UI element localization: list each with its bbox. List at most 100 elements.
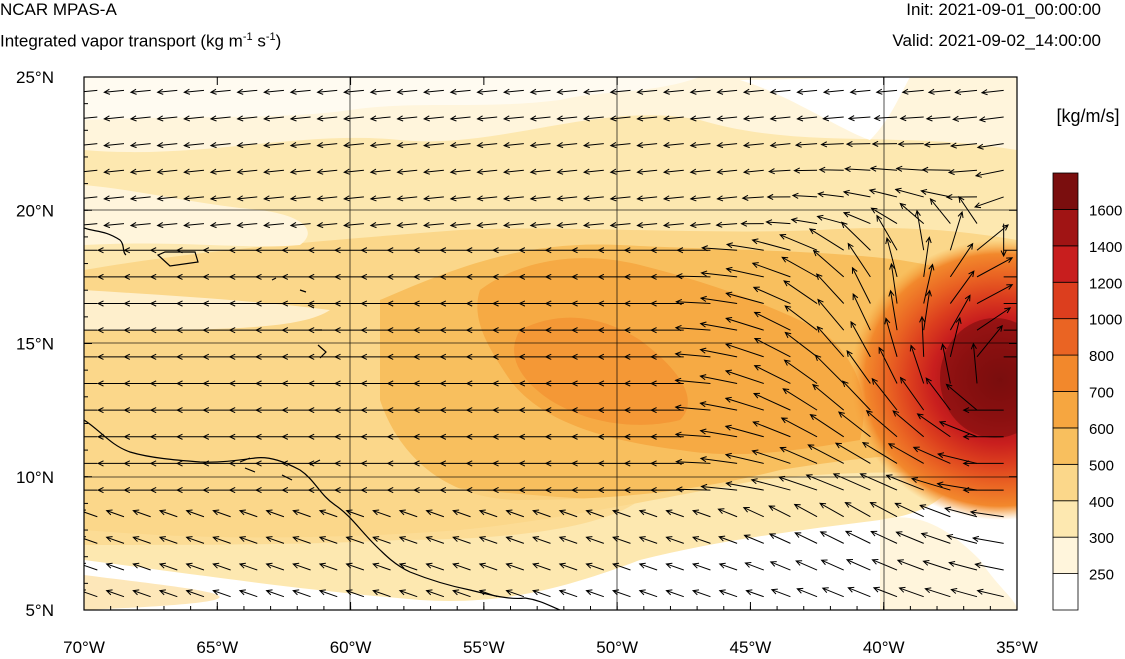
colorbar: 250 300 400 500 600 700 800 1000 1200 1400 1600	[1052, 172, 1122, 611]
ivt-vector	[158, 562, 178, 571]
ivt-vector	[307, 460, 338, 467]
ivt-vector	[870, 207, 898, 225]
colorbar-label: 1000	[1089, 312, 1122, 329]
ivt-vector	[532, 509, 551, 518]
ivt-vector	[962, 433, 1004, 440]
ivt-vector	[691, 536, 711, 544]
ivt-vector	[529, 115, 551, 122]
ivt-vector	[895, 165, 924, 172]
ivt-vector	[582, 115, 604, 122]
colorbar-swatch	[1052, 209, 1079, 247]
ivt-vector	[558, 509, 578, 518]
lon-label: 70°W	[63, 638, 105, 657]
ivt-vector	[343, 195, 364, 202]
ivt-vector	[502, 142, 524, 149]
ivt-vector	[96, 433, 124, 440]
ivt-vector	[978, 116, 1004, 123]
ivt-vector	[478, 562, 498, 571]
ivt-vector	[228, 327, 258, 334]
colorbar-label: 300	[1089, 530, 1114, 547]
ivt-vector	[254, 433, 284, 440]
ivt-vector	[263, 195, 284, 202]
ivt-vector	[899, 202, 925, 224]
ivt-vector	[149, 247, 178, 254]
ivt-vector	[105, 562, 125, 571]
ivt-vector	[753, 311, 791, 331]
ivt-vector	[96, 460, 124, 467]
ivt-vector	[885, 474, 924, 491]
ivt-vector	[254, 487, 284, 494]
ivt-vector	[413, 247, 444, 254]
ivt-vector	[452, 562, 471, 571]
ivt-vector	[691, 589, 711, 598]
ivt-vector	[398, 562, 418, 571]
ivt-vector	[822, 88, 844, 95]
ivt-vector	[452, 509, 471, 518]
ivt-vector	[281, 487, 311, 494]
ivt-vector	[202, 487, 231, 494]
ivt-vector	[807, 444, 844, 464]
ivt-vector	[175, 380, 204, 387]
ivt-vector	[96, 273, 124, 280]
ivt-vector	[814, 354, 845, 384]
ivt-vector	[263, 115, 284, 122]
ivt-vector	[369, 168, 391, 175]
ivt-vector	[228, 300, 258, 307]
colorbar-label: 400	[1089, 494, 1114, 511]
ivt-vector	[202, 327, 231, 334]
ivt-vector	[878, 346, 898, 384]
ivt-vector	[845, 559, 871, 571]
ivt-vector	[345, 509, 365, 518]
colorbar-swatch	[1052, 500, 1079, 538]
ivt-vector	[289, 115, 311, 122]
ivt-vector	[439, 353, 471, 360]
ivt-vector	[202, 353, 231, 360]
ivt-vector	[175, 433, 204, 440]
ivt-vector	[360, 273, 391, 280]
ivt-vector	[413, 327, 444, 334]
ivt-vector	[289, 142, 311, 149]
ivt-vector	[307, 273, 338, 280]
ivt-vector	[922, 559, 951, 571]
ivt-vector	[372, 536, 391, 544]
ivt-vector	[699, 428, 738, 438]
colorbar-label: 500	[1089, 457, 1114, 474]
ivt-vector	[333, 273, 364, 280]
ivt-vector	[950, 587, 978, 598]
ivt-vector	[149, 353, 178, 360]
ivt-vector	[636, 115, 658, 122]
ivt-vector	[650, 300, 684, 307]
ivt-vector	[476, 88, 498, 95]
ivt-vector	[770, 588, 791, 598]
lon-label: 35°W	[996, 638, 1038, 657]
ivt-vector	[413, 273, 444, 280]
ivt-vector	[228, 380, 258, 387]
colorbar-swatch	[1052, 172, 1079, 210]
ivt-vector	[156, 142, 178, 149]
ivt-vector	[952, 115, 978, 122]
ivt-vector	[556, 168, 578, 175]
ivt-vector	[976, 588, 1004, 598]
ivt-vector	[742, 88, 764, 95]
ivt-vector	[476, 221, 498, 229]
ivt-vector	[841, 380, 871, 411]
ivt-vector	[769, 115, 791, 122]
ivt-vector	[123, 380, 151, 387]
ivt-vector	[818, 166, 844, 173]
ivt-vector	[724, 424, 764, 438]
ivt-vector	[281, 460, 311, 467]
ivt-vector	[665, 509, 684, 518]
ivt-vectors	[84, 88, 1017, 598]
ivt-vector	[724, 452, 764, 464]
ivt-vector	[1003, 276, 1017, 278]
lon-label: 50°W	[596, 638, 638, 657]
lat-label: 20°N	[16, 201, 54, 220]
ivt-vector	[449, 115, 471, 122]
ivt-vector	[413, 353, 444, 360]
ivt-vector	[949, 270, 975, 304]
ivt-vector	[870, 530, 898, 544]
ivt-vector	[716, 168, 738, 175]
ivt-vector	[149, 273, 178, 280]
ivt-vector	[132, 536, 151, 544]
ivt-vector	[316, 168, 338, 175]
